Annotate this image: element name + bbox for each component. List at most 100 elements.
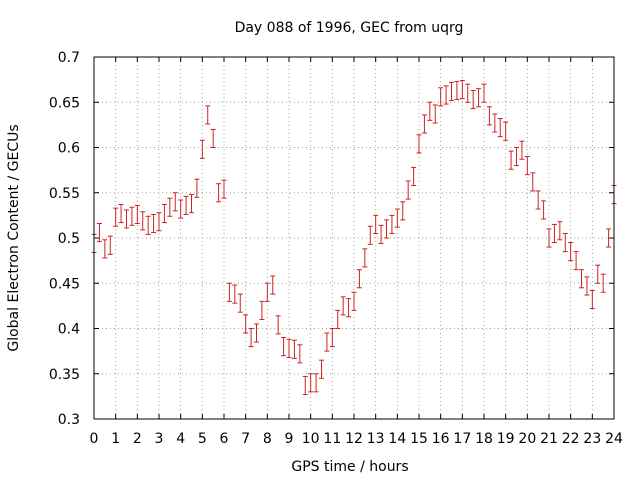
data-point: [373, 214, 379, 234]
x-tick-label: 10: [302, 431, 320, 447]
y-tick-label: 0.65: [49, 95, 80, 111]
y-tick-label: 0.4: [58, 322, 80, 338]
y-tick-label: 0.5: [58, 231, 80, 247]
data-point: [140, 211, 146, 231]
data-point: [557, 221, 563, 241]
data-point: [129, 206, 135, 226]
data-point: [205, 105, 211, 125]
data-point: [438, 87, 444, 107]
data-point: [335, 309, 341, 329]
data-point: [367, 225, 373, 245]
data-point: [416, 134, 422, 154]
x-tick-label: 5: [198, 431, 207, 447]
data-point: [216, 183, 222, 203]
data-point: [503, 121, 509, 141]
data-point: [259, 300, 265, 320]
data-point: [145, 215, 151, 235]
x-tick-label: 17: [453, 431, 471, 447]
x-tick-label: 16: [432, 431, 450, 447]
data-point: [264, 282, 270, 302]
data-point: [400, 201, 406, 221]
x-tick-label: 19: [497, 431, 515, 447]
data-point: [124, 209, 129, 229]
data-point: [551, 223, 557, 244]
x-tick-label: 24: [605, 431, 623, 447]
data-point: [514, 147, 519, 167]
data-point: [226, 282, 232, 302]
data-point: [362, 248, 368, 268]
data-point: [134, 204, 140, 225]
chart-title: Day 088 of 1996, GEC from uqrg: [235, 20, 464, 36]
data-point: [568, 242, 574, 262]
x-tick-label: 12: [345, 431, 363, 447]
data-point: [189, 194, 194, 214]
data-point: [486, 106, 492, 126]
x-tick-label: 15: [410, 431, 428, 447]
data-point: [443, 85, 449, 105]
data-point: [405, 180, 411, 200]
data-point: [183, 195, 189, 215]
y-tick-label: 0.55: [49, 186, 80, 202]
data-point: [389, 214, 395, 234]
data-point: [167, 197, 173, 217]
data-point: [232, 284, 238, 304]
data-point: [411, 166, 417, 187]
data-point: [340, 296, 346, 316]
data-point: [600, 273, 606, 293]
x-tick-label: 14: [388, 431, 406, 447]
data-point: [530, 172, 536, 192]
data-point: [113, 207, 119, 227]
x-tick-label: 9: [285, 431, 294, 447]
data-point: [589, 289, 595, 310]
x-tick-label: 0: [90, 431, 99, 447]
data-point: [291, 339, 297, 359]
data-point: [210, 128, 216, 148]
y-tick-label: 0.45: [49, 276, 80, 292]
data-point: [96, 223, 102, 243]
x-tick-label: 13: [367, 431, 385, 447]
data-point: [243, 314, 249, 334]
data-point: [579, 269, 584, 289]
x-tick-label: 22: [562, 431, 580, 447]
x-tick-label: 4: [176, 431, 185, 447]
grid: [94, 57, 614, 419]
y-tick-label: 0.3: [58, 412, 80, 428]
data-point: [541, 200, 547, 220]
data-point: [346, 298, 352, 318]
x-tick-label: 23: [583, 431, 601, 447]
data-point: [237, 293, 243, 313]
x-tick-label: 8: [263, 431, 272, 447]
y-tick-label: 0.35: [49, 367, 80, 383]
data-point: [454, 80, 460, 101]
data-point: [324, 332, 330, 352]
data-point: [584, 276, 590, 296]
data-point: [476, 88, 482, 108]
data-point: [470, 89, 476, 110]
data-point: [449, 81, 454, 101]
data-point: [286, 338, 292, 358]
data-point: [535, 190, 541, 210]
data-point: [497, 118, 503, 138]
x-tick-label: 18: [475, 431, 493, 447]
data-point: [378, 224, 384, 244]
plot-frame: [93, 56, 615, 420]
data-point: [302, 375, 308, 396]
data-point: [275, 315, 281, 335]
data-point: [562, 232, 568, 253]
data-point: [151, 213, 157, 234]
data-point: [356, 269, 362, 289]
x-tick-label: 7: [241, 431, 250, 447]
data-point: [161, 204, 167, 224]
data-point: [394, 208, 400, 228]
data-point: [297, 344, 303, 364]
data-point: [221, 179, 227, 199]
data-point: [248, 328, 254, 348]
x-tick-label: 21: [540, 431, 558, 447]
data-point: [606, 228, 612, 248]
y-tick-label: 0.6: [58, 141, 80, 157]
data-point: [573, 251, 579, 271]
data-point: [107, 235, 113, 255]
data-point: [492, 113, 498, 133]
x-tick-label: 1: [111, 431, 120, 447]
